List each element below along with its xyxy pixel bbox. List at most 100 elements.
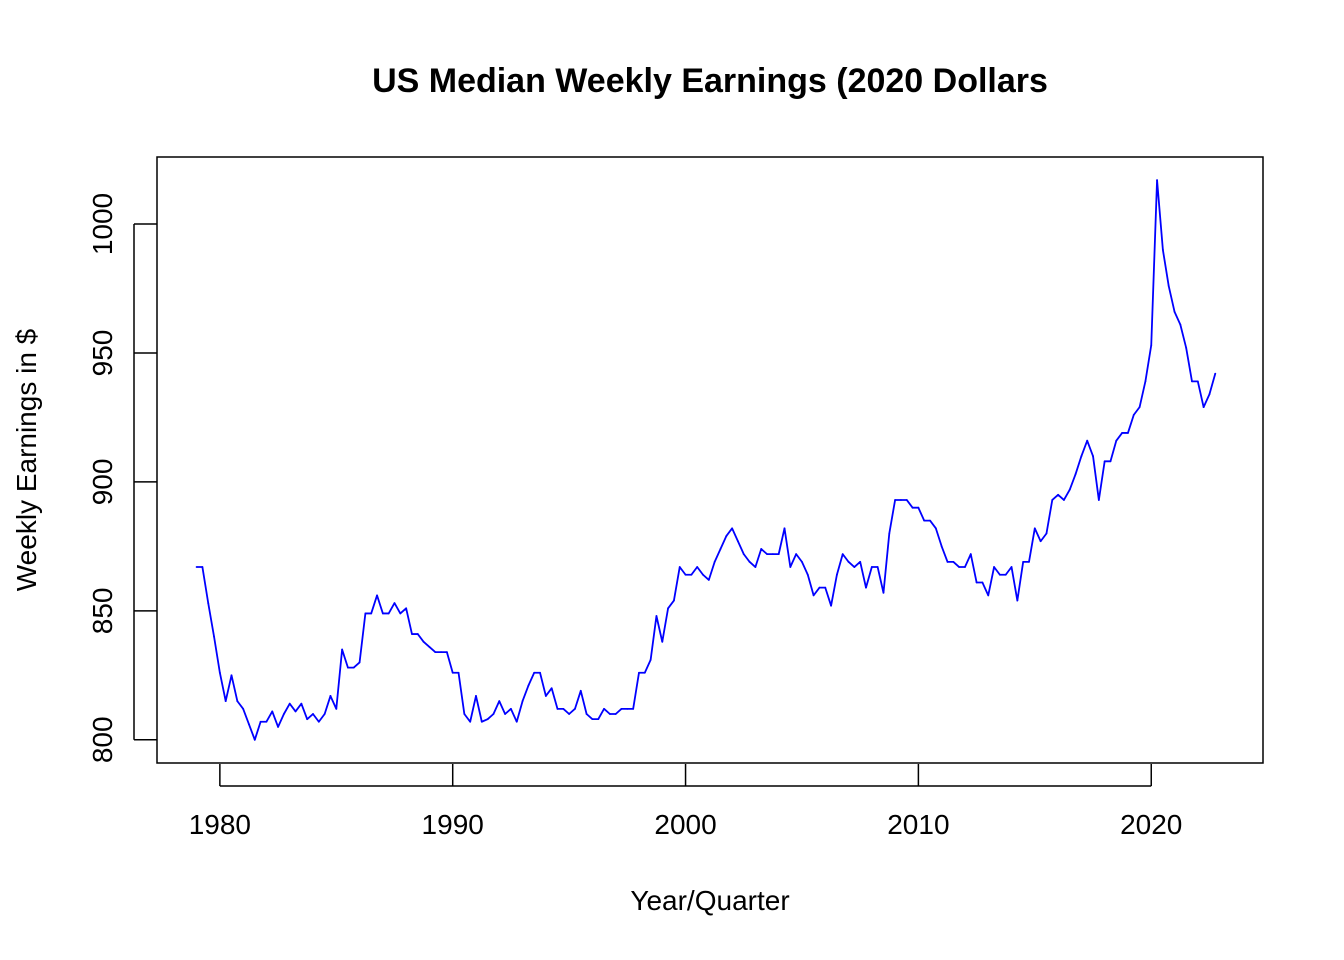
data-point (364, 612, 367, 615)
data-point (998, 573, 1001, 576)
data-point (882, 591, 885, 594)
y-tick-label: 800 (87, 716, 118, 763)
data-point (684, 573, 687, 576)
data-point (521, 700, 524, 703)
data-point (445, 651, 448, 654)
x-axis-label: Year/Quarter (630, 885, 789, 916)
data-point (1010, 566, 1013, 568)
data-point (358, 661, 361, 664)
data-point (341, 648, 344, 651)
y-tick-label: 850 (87, 587, 118, 634)
data-point (562, 707, 565, 710)
data-point (795, 553, 798, 556)
data-point (731, 527, 734, 530)
x-tick-label: 2000 (654, 809, 716, 840)
data-point (1103, 460, 1106, 463)
data-point (1115, 439, 1118, 442)
data-point (259, 720, 262, 723)
data-point (347, 666, 349, 669)
y-tick-label: 950 (87, 330, 118, 377)
data-point (1016, 599, 1019, 602)
data-point (591, 718, 594, 721)
data-point (783, 527, 786, 530)
data-point (405, 607, 408, 610)
data-point (771, 553, 774, 556)
data-point (847, 560, 850, 563)
data-point (1150, 344, 1153, 347)
data-point (550, 687, 553, 690)
data-point (370, 612, 373, 615)
data-point (905, 499, 908, 501)
data-point (486, 718, 489, 721)
data-point (277, 726, 279, 728)
data-point (1161, 248, 1164, 251)
data-point (463, 713, 466, 715)
data-point (713, 560, 716, 563)
data-point (283, 713, 285, 715)
earnings-series-line (196, 179, 1217, 741)
x-tick-label: 2010 (887, 809, 949, 840)
data-point (1092, 455, 1094, 458)
data-point (480, 720, 483, 723)
data-point (300, 702, 303, 705)
data-point (329, 695, 332, 697)
y-tick-label: 1000 (87, 193, 118, 255)
data-point (457, 671, 460, 674)
data-point (655, 615, 658, 617)
data-point (673, 599, 675, 602)
data-point (1127, 432, 1129, 434)
data-point (870, 566, 873, 568)
x-axis: 1980 1990 2000 2010 2020 (189, 764, 1182, 840)
data-point (789, 566, 792, 568)
data-point (213, 635, 215, 638)
data-point (958, 566, 961, 568)
data-point (760, 548, 763, 550)
data-point (667, 607, 669, 610)
data-point (1191, 380, 1193, 383)
data-point (544, 695, 547, 697)
data-point (1167, 285, 1170, 287)
data-point (579, 689, 582, 692)
data-point (987, 594, 990, 597)
data-point (865, 586, 867, 589)
data-point (335, 707, 338, 710)
data-point (1214, 372, 1217, 375)
data-point (498, 700, 501, 703)
data-point (1144, 380, 1147, 383)
data-point (777, 553, 780, 556)
data-point (707, 579, 710, 581)
data-point (812, 594, 815, 597)
data-point (1022, 560, 1025, 563)
data-point (1028, 560, 1030, 563)
data-point (876, 566, 879, 568)
data-point (946, 560, 949, 563)
data-point (224, 700, 227, 703)
x-tick-label: 2020 (1120, 809, 1182, 840)
data-point (853, 566, 856, 568)
data-point (818, 586, 821, 589)
data-point (393, 602, 396, 605)
data-point (469, 720, 472, 723)
data-point (603, 707, 605, 710)
data-point (1039, 540, 1042, 543)
data-point (638, 671, 640, 674)
data-point (201, 566, 204, 568)
data-point (824, 586, 827, 589)
data-point (492, 713, 495, 715)
data-point (236, 700, 239, 703)
data-point (434, 651, 437, 654)
data-point (859, 560, 862, 563)
data-point (568, 713, 571, 715)
data-point (248, 723, 250, 726)
data-point (888, 532, 891, 535)
data-point (725, 535, 728, 537)
data-point (614, 713, 617, 715)
data-point (1179, 323, 1182, 326)
data-point (1057, 493, 1059, 496)
data-point (993, 566, 995, 568)
data-point (381, 612, 384, 615)
data-point (1097, 499, 1100, 501)
data-point (754, 566, 757, 568)
data-point (1074, 473, 1077, 476)
